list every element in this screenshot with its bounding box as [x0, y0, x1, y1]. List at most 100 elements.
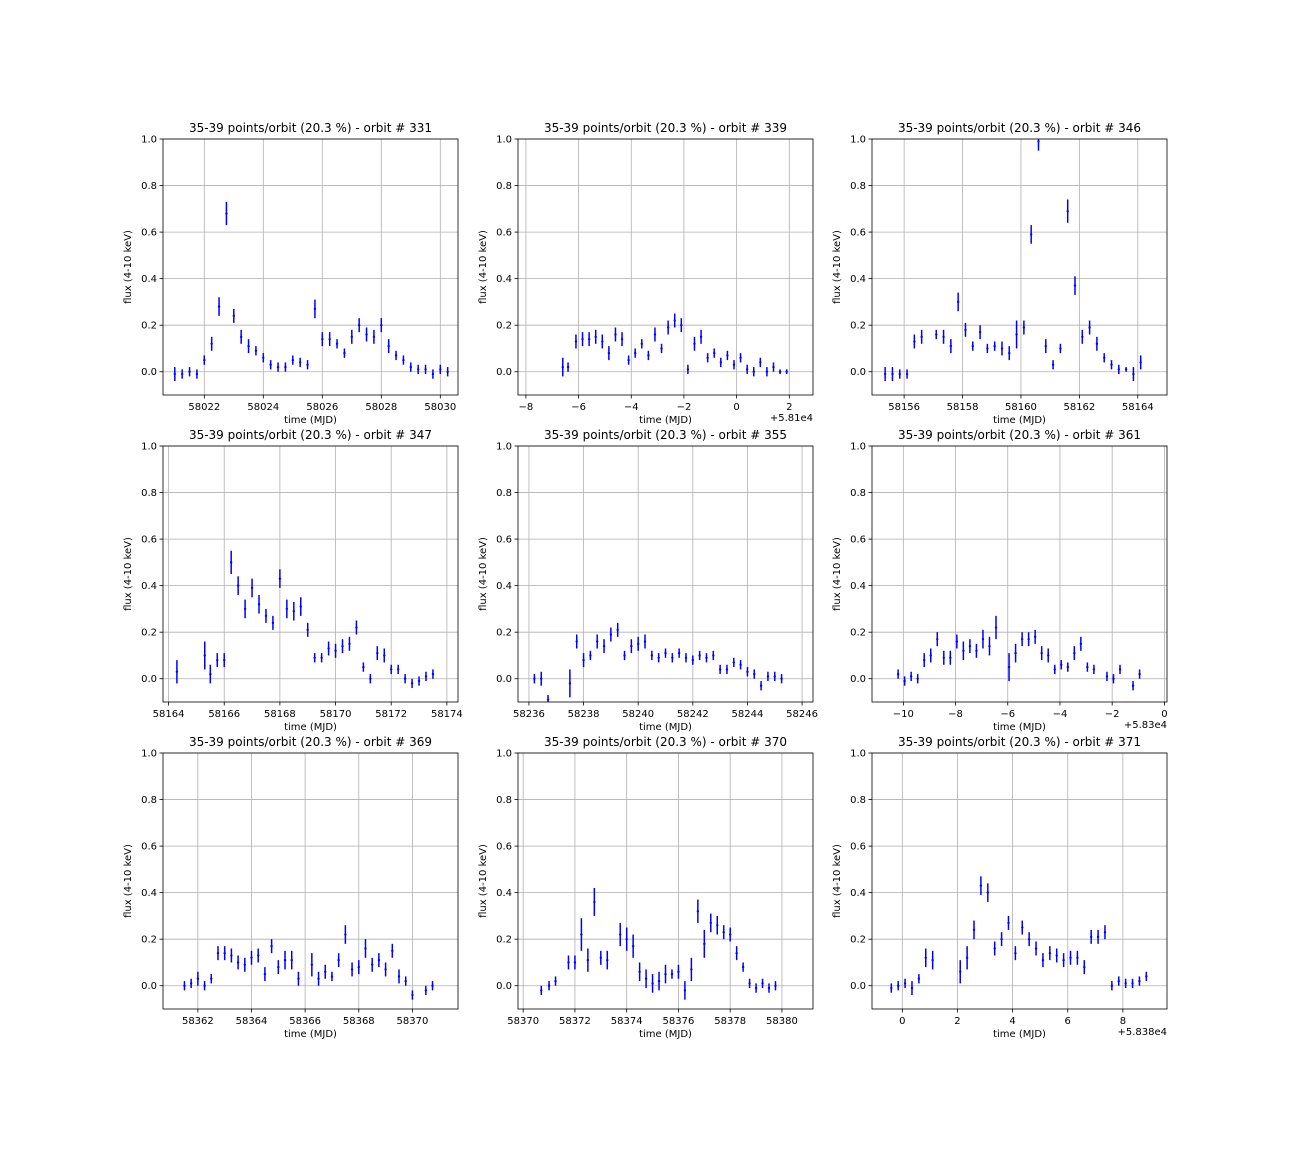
subplot-title: 35-39 points/orbit (20.3 %) - orbit # 36… [189, 735, 432, 749]
data-point [988, 644, 991, 648]
data-point [1007, 665, 1011, 669]
data-point [250, 586, 254, 590]
y-tick-label: 0.4 [496, 581, 512, 592]
data-point [1033, 635, 1037, 639]
data-point [357, 965, 360, 969]
data-point [1086, 665, 1089, 669]
data-point [263, 972, 267, 976]
data-point [243, 607, 247, 611]
x-tick-label: 0 [899, 1016, 905, 1027]
data-point [949, 656, 952, 659]
data-point [223, 951, 226, 955]
data-point [905, 372, 909, 376]
y-tick-label: 0.4 [850, 274, 866, 285]
data-point [547, 984, 551, 987]
data-point [920, 335, 923, 339]
y-tick-label: 0.4 [496, 274, 512, 285]
y-axis-label: flux (4-10 keV) [478, 230, 489, 304]
data-point [365, 333, 368, 336]
x-tick-label: 58026 [306, 402, 338, 413]
data-point [1048, 951, 1052, 955]
data-point [387, 344, 390, 348]
data-point [439, 368, 442, 371]
data-point [660, 347, 663, 350]
x-axis-label: time (MJD) [639, 722, 692, 733]
y-tick-label: 0.6 [496, 842, 512, 853]
y-tick-label: 1.0 [141, 442, 157, 453]
data-point [276, 365, 280, 369]
data-point [623, 654, 626, 657]
data-point [772, 365, 775, 369]
data-point [978, 330, 982, 334]
data-point [203, 358, 206, 362]
data-point [403, 677, 407, 680]
data-point [785, 370, 788, 373]
data-point [726, 354, 729, 357]
y-axis-label: flux (4-10 keV) [832, 844, 843, 918]
data-point [330, 975, 334, 978]
plot-area [163, 139, 458, 395]
data-point [1008, 351, 1011, 355]
subplot-3: 58156 58158 58160 58162 58164 0.0 0.2 0.4 0.6 0.8… [832, 121, 1168, 426]
y-tick-label: 0.2 [141, 628, 157, 639]
data-point [1060, 663, 1063, 666]
data-point [949, 344, 953, 348]
data-point [1021, 926, 1024, 929]
data-point [759, 361, 762, 364]
y-tick-label: 0.4 [141, 581, 157, 592]
subplot-title: 35-39 points/orbit (20.3 %) - orbit # 33… [189, 121, 432, 135]
y-tick-label: 0.4 [141, 888, 157, 899]
data-point [321, 337, 324, 341]
data-point [1027, 937, 1031, 941]
data-point [748, 982, 751, 985]
data-point [636, 642, 640, 646]
data-point [380, 323, 383, 327]
data-point [1145, 975, 1148, 978]
x-tick-label: −2 [1105, 709, 1120, 720]
data-point [903, 679, 906, 683]
data-point [573, 961, 577, 964]
data-point [203, 984, 206, 987]
data-point [589, 654, 592, 657]
data-point [1079, 642, 1083, 646]
y-tick-label: 0.0 [141, 367, 157, 378]
y-tick-label: 0.6 [141, 842, 157, 853]
x-offset-label: +5.83e4 [1124, 720, 1167, 731]
x-tick-label: 58172 [375, 709, 407, 720]
data-point [1118, 668, 1122, 671]
data-point [271, 621, 275, 625]
data-point [1040, 651, 1043, 655]
data-point [1089, 935, 1093, 939]
y-tick-label: 0.6 [850, 228, 866, 239]
x-tick-label: −6 [1000, 709, 1015, 720]
data-point [394, 354, 398, 357]
y-tick-label: 0.2 [850, 321, 866, 332]
data-point [243, 963, 246, 966]
data-point [411, 993, 414, 997]
y-tick-label: 1.0 [141, 135, 157, 146]
data-point [1096, 935, 1100, 939]
y-tick-label: 0.6 [850, 842, 866, 853]
x-tick-label: 58370 [397, 1016, 429, 1027]
y-tick-label: 0.8 [850, 181, 866, 192]
data-point [971, 344, 974, 348]
data-point [292, 610, 296, 613]
x-tick-label: 58244 [732, 709, 764, 720]
x-axis-label: time (MJD) [284, 722, 337, 733]
data-series [183, 925, 434, 1000]
data-point [955, 640, 959, 643]
data-point [533, 677, 536, 680]
data-point [735, 951, 738, 955]
x-tick-label: 58174 [431, 709, 463, 720]
y-tick-label: 0.4 [850, 888, 866, 899]
data-point [567, 961, 570, 964]
x-tick-label: 0 [733, 402, 739, 413]
data-point [561, 365, 564, 369]
x-tick-label: 58246 [786, 709, 818, 720]
data-point [657, 979, 661, 983]
y-tick-label: 0.6 [496, 228, 512, 239]
y-axis-label: flux (4-10 keV) [478, 537, 489, 611]
data-point [189, 982, 193, 985]
data-point [896, 672, 900, 676]
data-point [410, 682, 414, 685]
